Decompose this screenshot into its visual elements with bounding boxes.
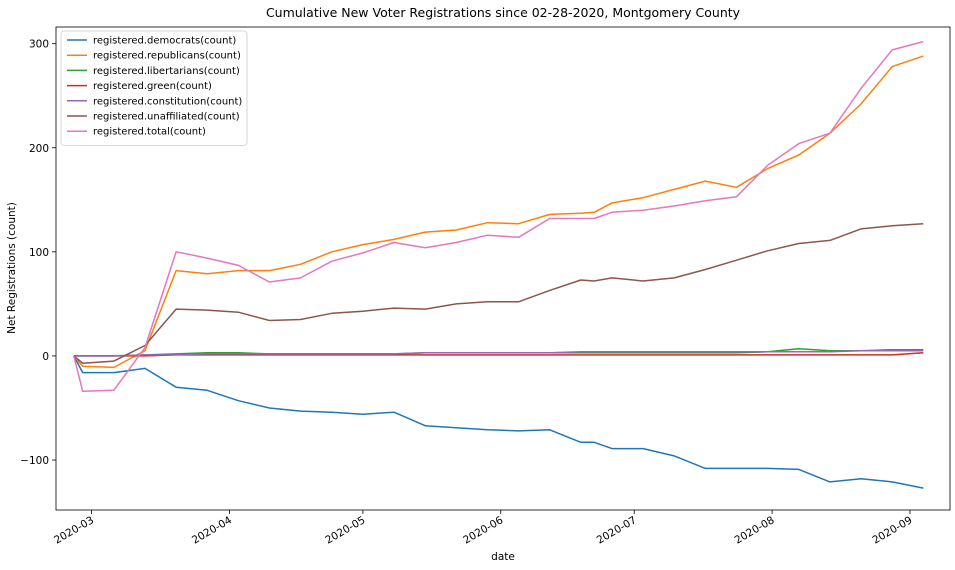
legend-label-1: registered.republicans(count) bbox=[93, 51, 241, 62]
legend-box bbox=[60, 30, 248, 146]
y-tick-label-2: 100 bbox=[29, 247, 49, 259]
series-line-1 bbox=[73, 55, 924, 369]
legend-label-0: registered.democrats(count) bbox=[93, 36, 236, 47]
series-line-0 bbox=[73, 355, 924, 489]
legend-label-5: registered.unaffiliated(count) bbox=[93, 112, 240, 123]
series-line-5 bbox=[73, 222, 924, 364]
plot-frame bbox=[55, 26, 951, 511]
y-axis-label: Net Registrations (count) bbox=[6, 202, 18, 334]
legend-label-6: registered.total(count) bbox=[93, 127, 206, 138]
chart-title: Cumulative New Voter Registrations since… bbox=[266, 5, 741, 20]
series-line-6 bbox=[73, 40, 924, 393]
x-axis-label: date bbox=[491, 551, 515, 563]
legend: registered.democrats(count) registered.re… bbox=[60, 30, 248, 146]
legend-label-4: registered.constitution(count) bbox=[93, 96, 242, 107]
series-line-4 bbox=[73, 349, 924, 357]
y-tick-label-3: 200 bbox=[29, 143, 49, 155]
legend-label-2: registered.libertarians(count) bbox=[93, 66, 240, 77]
y-tick-label-1: 0 bbox=[42, 351, 49, 363]
legend-label-3: registered.green(count) bbox=[93, 81, 212, 92]
series-line-3 bbox=[73, 352, 924, 357]
y-tick-label-0: −100 bbox=[20, 455, 49, 467]
y-tick-label-4: 300 bbox=[29, 39, 49, 51]
